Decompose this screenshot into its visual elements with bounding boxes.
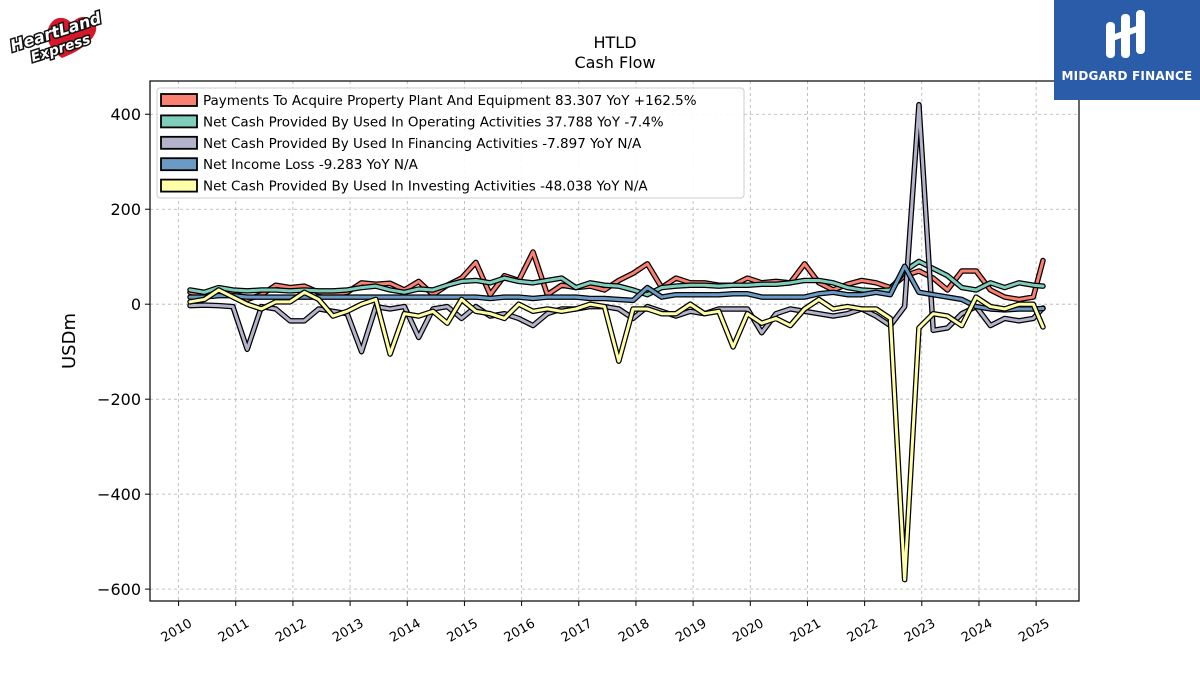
x-tick-label: 2012 [273,616,309,646]
chart-subtitle: Cash Flow [574,53,655,72]
heartland-express-logo: HeartLand Express [4,6,118,68]
x-tick-label: 2020 [730,616,766,646]
y-tick-label: −600 [97,580,141,599]
x-tick-label: 2011 [216,616,252,646]
x-tick-label: 2019 [673,616,709,646]
x-tick-label: 2024 [959,616,995,646]
x-tick-label: 2017 [559,616,595,646]
legend-box [156,87,745,199]
legend-label-investing: Net Cash Provided By Used In Investing A… [203,179,648,195]
x-tick-label: 2022 [845,616,881,646]
series-line-net_income [188,264,1045,312]
plot-area: −600 −400 −200 0 200 400 2010 2011 2012 2013 2014 2… [97,80,1080,646]
midgard-brand-text: MIDGARD FINANCE [1061,69,1193,83]
legend-swatch-operating [160,114,198,129]
series-line-financing [188,103,1045,354]
midgard-emblem-icon [1106,10,1145,58]
x-tick-label: 2016 [502,616,538,646]
x-tick-label: 2023 [902,616,938,646]
legend-label-net_income: Net Income Loss -9.283 YoY N/A [203,157,419,173]
plot-frame [149,80,1080,602]
y-tick-label: −400 [97,485,141,504]
x-tick-label: 2018 [616,616,652,646]
x-tick-label: 2021 [788,616,824,646]
y-tick-label: 200 [110,200,141,219]
series-outline-investing [187,287,1046,583]
y-axis-label: USDm [59,313,80,369]
legend-swatch-net_income [160,157,198,172]
x-tick-label: 2025 [1016,616,1052,646]
x-tick-label: 2013 [330,616,366,646]
x-tick-label: 2014 [387,616,423,646]
y-tick-label: −200 [97,390,141,409]
chart-title: HTLD [593,33,636,52]
legend-label-payments: Payments To Acquire Property Plant And E… [203,93,697,109]
y-tick-label: 400 [110,105,141,124]
x-tick-label: 2010 [159,616,195,646]
series-line-investing [188,288,1045,582]
legend-swatch-financing [160,135,198,150]
x-tick-label: 2015 [445,616,481,646]
legend-swatch-investing [160,178,198,193]
legend-label-operating: Net Cash Provided By Used In Operating A… [203,114,664,130]
y-tick-label: 0 [131,295,141,314]
midgard-finance-logo: MIDGARD FINANCE [1054,0,1200,100]
legend-label-financing: Net Cash Provided By Used In Financing A… [203,136,642,152]
heart-logo-icon: HeartLand Express [6,7,105,68]
legend-swatch-payments [160,93,198,107]
